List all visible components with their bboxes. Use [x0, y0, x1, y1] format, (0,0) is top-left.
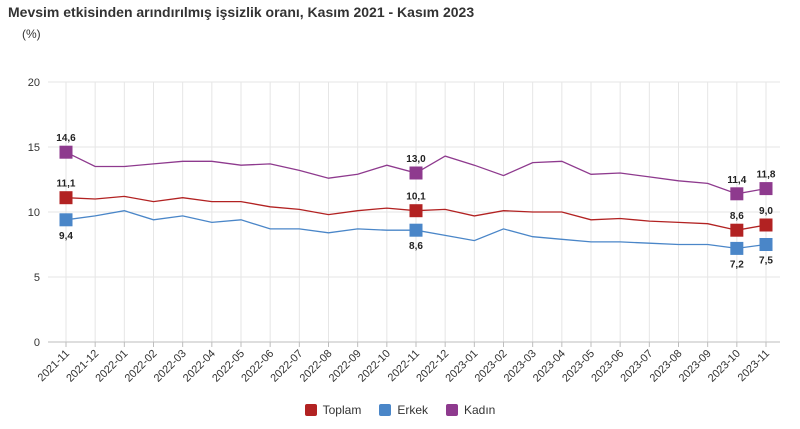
chart-legend: Toplam Erkek Kadın: [0, 403, 800, 417]
data-label: 7,5: [759, 256, 773, 267]
data-point-marker: [409, 166, 423, 180]
data-label: 9,4: [59, 231, 73, 242]
data-label: 14,6: [56, 133, 76, 144]
legend-item-kadin[interactable]: Kadın: [446, 403, 495, 417]
data-label: 7,2: [730, 259, 744, 270]
y-tick-label: 15: [28, 142, 40, 154]
data-label: 11,1: [57, 179, 76, 190]
data-label: 10,1: [406, 192, 426, 203]
data-label: 8,6: [409, 241, 423, 252]
legend-swatch-toplam: [304, 404, 317, 416]
data-label: 11,4: [727, 175, 746, 186]
data-point-marker: [730, 241, 744, 255]
data-label: 11,8: [757, 170, 776, 181]
data-point-marker: [59, 145, 73, 159]
x-tick-label: 2023-11: [736, 348, 772, 384]
data-point-marker: [759, 238, 773, 251]
legend-swatch-kadin: [446, 404, 458, 416]
data-label: 8,6: [730, 211, 744, 222]
x-tick-label: 2023-10: [706, 348, 743, 385]
data-label: 13,0: [406, 154, 426, 165]
y-tick-label: 20: [28, 77, 40, 89]
legend-item-erkek[interactable]: Erkek: [379, 403, 428, 417]
data-label: 9,0: [759, 206, 773, 217]
data-point-marker: [759, 218, 773, 232]
data-point-marker: [59, 191, 73, 205]
data-point-marker: [759, 182, 773, 196]
data-point-marker: [409, 223, 423, 237]
legend-swatch-erkek: [379, 404, 392, 416]
data-point-marker: [59, 213, 73, 227]
legend-label-erkek: Erkek: [397, 403, 428, 417]
data-point-marker: [730, 187, 744, 201]
data-point-marker: [730, 223, 744, 237]
legend-label-kadin: Kadın: [464, 403, 496, 417]
chart-title: Mevsim etkisinden arındırılmış işsizlik …: [8, 4, 475, 20]
legend-item-toplam[interactable]: Toplam: [304, 403, 362, 417]
chart-unit-label: (%): [22, 27, 41, 41]
y-tick-label: 5: [34, 272, 40, 284]
line-chart: 051015202021-112021-122022-012022-022022…: [28, 77, 780, 385]
y-tick-label: 10: [28, 207, 40, 219]
data-point-marker: [409, 204, 423, 218]
x-tick-label: 2022-10: [356, 348, 393, 385]
y-tick-label: 0: [34, 337, 40, 349]
legend-label-toplam: Toplam: [322, 403, 362, 417]
